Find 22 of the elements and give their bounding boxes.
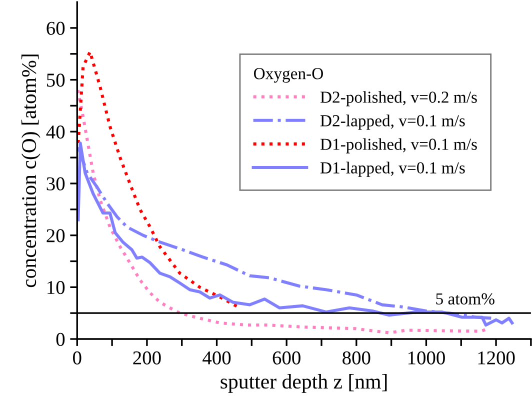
y-tick-label: 40 bbox=[46, 125, 65, 139]
x-tick-label: 1200 bbox=[478, 351, 515, 364]
x-axis-title: sputter depth z [nm] bbox=[220, 374, 387, 393]
x-tick-label: 0 bbox=[73, 351, 82, 364]
y-tick-label: 50 bbox=[47, 74, 65, 87]
x-tick-label: 400 bbox=[202, 351, 231, 364]
legend-title: Oxygen-O bbox=[254, 68, 323, 83]
ref-line-label: 5 atom% bbox=[436, 293, 494, 305]
y-tick-label: 10 bbox=[48, 280, 65, 294]
y-tick-label: 60 bbox=[46, 22, 65, 35]
y-tick-label: 0 bbox=[56, 332, 65, 346]
x-tick-label: 600 bbox=[272, 351, 300, 364]
x-tick-label: 1000 bbox=[408, 351, 445, 364]
x-tick-label: 200 bbox=[133, 351, 161, 364]
legend-label: D2-lapped, v=0.1 m/s bbox=[320, 114, 465, 130]
legend-label: D1-polished, v=0.1 m/s bbox=[320, 138, 477, 154]
legend-label: D1-lapped, v=0.1 m/s bbox=[320, 162, 465, 177]
x-tick-label: 800 bbox=[342, 351, 370, 364]
legend-label: D2-polished, v=0.2 m/s bbox=[320, 91, 477, 106]
y-axis-title: concentration c(O) [atom%] bbox=[21, 54, 40, 288]
y-tick-label: 30 bbox=[46, 177, 65, 190]
y-tick-label: 20 bbox=[46, 229, 65, 242]
